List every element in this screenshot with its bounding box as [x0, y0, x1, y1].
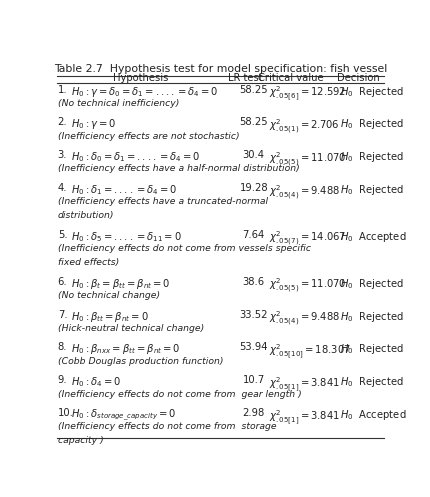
Text: 58.25: 58.25	[240, 84, 268, 94]
Text: capacity ): capacity )	[58, 436, 104, 445]
Text: Table 2.7  Hypothesis test for model specification: fish vessel: Table 2.7 Hypothesis test for model spec…	[54, 64, 387, 74]
Text: 4.: 4.	[58, 183, 67, 193]
Text: 30.4: 30.4	[243, 150, 265, 161]
Text: Hypothesis: Hypothesis	[113, 73, 168, 83]
Text: 33.52: 33.52	[240, 310, 268, 320]
Text: distribution): distribution)	[58, 211, 114, 220]
Text: fixed effects): fixed effects)	[58, 258, 119, 267]
Text: $H_0 : \beta_{tt} = \beta_{nt} = 0$: $H_0 : \beta_{tt} = \beta_{nt} = 0$	[71, 310, 149, 324]
Text: $\chi^2_{.05(7)} = 14.067$: $\chi^2_{.05(7)} = 14.067$	[269, 230, 346, 248]
Text: $H_0 : \gamma = \delta_0 = \delta_1 = .... = \delta_4 = 0$: $H_0 : \gamma = \delta_0 = \delta_1 = ..…	[71, 84, 219, 98]
Text: $H_0$  Rejected: $H_0$ Rejected	[340, 342, 404, 356]
Text: $\chi^2_{.05[10]} = 18.307$: $\chi^2_{.05[10]} = 18.307$	[269, 342, 350, 361]
Text: $H_0$  Rejected: $H_0$ Rejected	[340, 183, 404, 197]
Text: (Inefficiency effects do not come from  storage: (Inefficiency effects do not come from s…	[58, 422, 276, 431]
Text: $H_0 : \delta_4 = 0$: $H_0 : \delta_4 = 0$	[71, 375, 121, 389]
Text: (Cobb Douglas production function): (Cobb Douglas production function)	[58, 357, 223, 366]
Text: $\chi^2_{.05(4)} = 9.488$: $\chi^2_{.05(4)} = 9.488$	[269, 183, 340, 202]
Text: 1.: 1.	[58, 84, 68, 94]
Text: (Inefficiency effects are not stochastic): (Inefficiency effects are not stochastic…	[58, 132, 240, 141]
Text: 7.64: 7.64	[243, 230, 265, 240]
Text: $H_0 : \beta_{nxx} = \beta_{tt} = \beta_{nt} = 0$: $H_0 : \beta_{nxx} = \beta_{tt} = \beta_…	[71, 342, 181, 356]
Text: (Inefficiency effects have a half-normal distribution): (Inefficiency effects have a half-normal…	[58, 165, 300, 173]
Text: $H_0$  Rejected: $H_0$ Rejected	[340, 277, 404, 291]
Text: 19.28: 19.28	[240, 183, 268, 193]
Text: 53.94: 53.94	[240, 342, 268, 352]
Text: (Inefficiency effects do not come from vessels specific: (Inefficiency effects do not come from v…	[58, 244, 311, 253]
Text: 10.7: 10.7	[243, 375, 265, 385]
Text: $H_0 : \delta_{storage\_capacity} = 0$: $H_0 : \delta_{storage\_capacity} = 0$	[71, 408, 177, 423]
Text: $\chi^2_{.05[1]} = 3.841$: $\chi^2_{.05[1]} = 3.841$	[269, 408, 340, 427]
Text: 10.: 10.	[58, 408, 74, 418]
Text: LR test: LR test	[228, 73, 263, 83]
Text: 3.: 3.	[58, 150, 67, 161]
Text: $H_0 : \delta_5 = .... = \delta_{11} = 0$: $H_0 : \delta_5 = .... = \delta_{11} = 0…	[71, 230, 182, 244]
Text: 7.: 7.	[58, 310, 68, 320]
Text: 2.: 2.	[58, 117, 68, 127]
Text: (No technical inefficiency): (No technical inefficiency)	[58, 99, 179, 108]
Text: 9.: 9.	[58, 375, 68, 385]
Text: $H_0$  Accepted: $H_0$ Accepted	[340, 408, 407, 422]
Text: $H_0$  Rejected: $H_0$ Rejected	[340, 150, 404, 165]
Text: $H_0$  Rejected: $H_0$ Rejected	[340, 310, 404, 324]
Text: $\chi^2_{.05[1]} = 3.841$: $\chi^2_{.05[1]} = 3.841$	[269, 375, 340, 394]
Text: $\chi^2_{.05(5)} = 11.070$: $\chi^2_{.05(5)} = 11.070$	[269, 150, 346, 169]
Text: $H_0 : \delta_0 = \delta_1 = .... = \delta_4 = 0$: $H_0 : \delta_0 = \delta_1 = .... = \del…	[71, 150, 200, 164]
Text: 38.6: 38.6	[243, 277, 265, 287]
Text: $\chi^2_{.05(5)} = 11.070$: $\chi^2_{.05(5)} = 11.070$	[269, 277, 346, 295]
Text: $H_0$  Rejected: $H_0$ Rejected	[340, 375, 404, 389]
Text: $H_0$  Rejected: $H_0$ Rejected	[340, 117, 404, 131]
Text: 6.: 6.	[58, 277, 68, 287]
Text: 8.: 8.	[58, 342, 67, 352]
Text: (No technical change): (No technical change)	[58, 291, 160, 300]
Text: $\chi^2_{.05(4)} = 9.488$: $\chi^2_{.05(4)} = 9.488$	[269, 310, 340, 328]
Text: (Hick-neutral technical change): (Hick-neutral technical change)	[58, 324, 204, 332]
Text: (Inefficiency effects have a truncated-normal: (Inefficiency effects have a truncated-n…	[58, 197, 268, 206]
Text: 5.: 5.	[58, 230, 68, 240]
Text: $\chi^2_{.05[6]} = 12.592$: $\chi^2_{.05[6]} = 12.592$	[269, 84, 345, 103]
Text: 58.25: 58.25	[240, 117, 268, 127]
Text: $H_0$  Rejected: $H_0$ Rejected	[340, 84, 404, 98]
Text: Decision: Decision	[337, 73, 380, 83]
Text: $H_0$  Accepted: $H_0$ Accepted	[340, 230, 407, 244]
Text: $H_0 : \gamma = 0$: $H_0 : \gamma = 0$	[71, 117, 117, 131]
Text: (Inefficiency effects do not come from  gear length ): (Inefficiency effects do not come from g…	[58, 390, 301, 399]
Text: 2.98: 2.98	[243, 408, 265, 418]
Text: Critical value: Critical value	[258, 73, 323, 83]
Text: $\chi^2_{.05(1)} = 2.706$: $\chi^2_{.05(1)} = 2.706$	[269, 117, 339, 136]
Text: $H_0 : \delta_1 = .... = \delta_4 = 0$: $H_0 : \delta_1 = .... = \delta_4 = 0$	[71, 183, 177, 197]
Text: $H_0 : \beta_t = \beta_{tt} = \beta_{nt} = 0$: $H_0 : \beta_t = \beta_{tt} = \beta_{nt}…	[71, 277, 171, 291]
